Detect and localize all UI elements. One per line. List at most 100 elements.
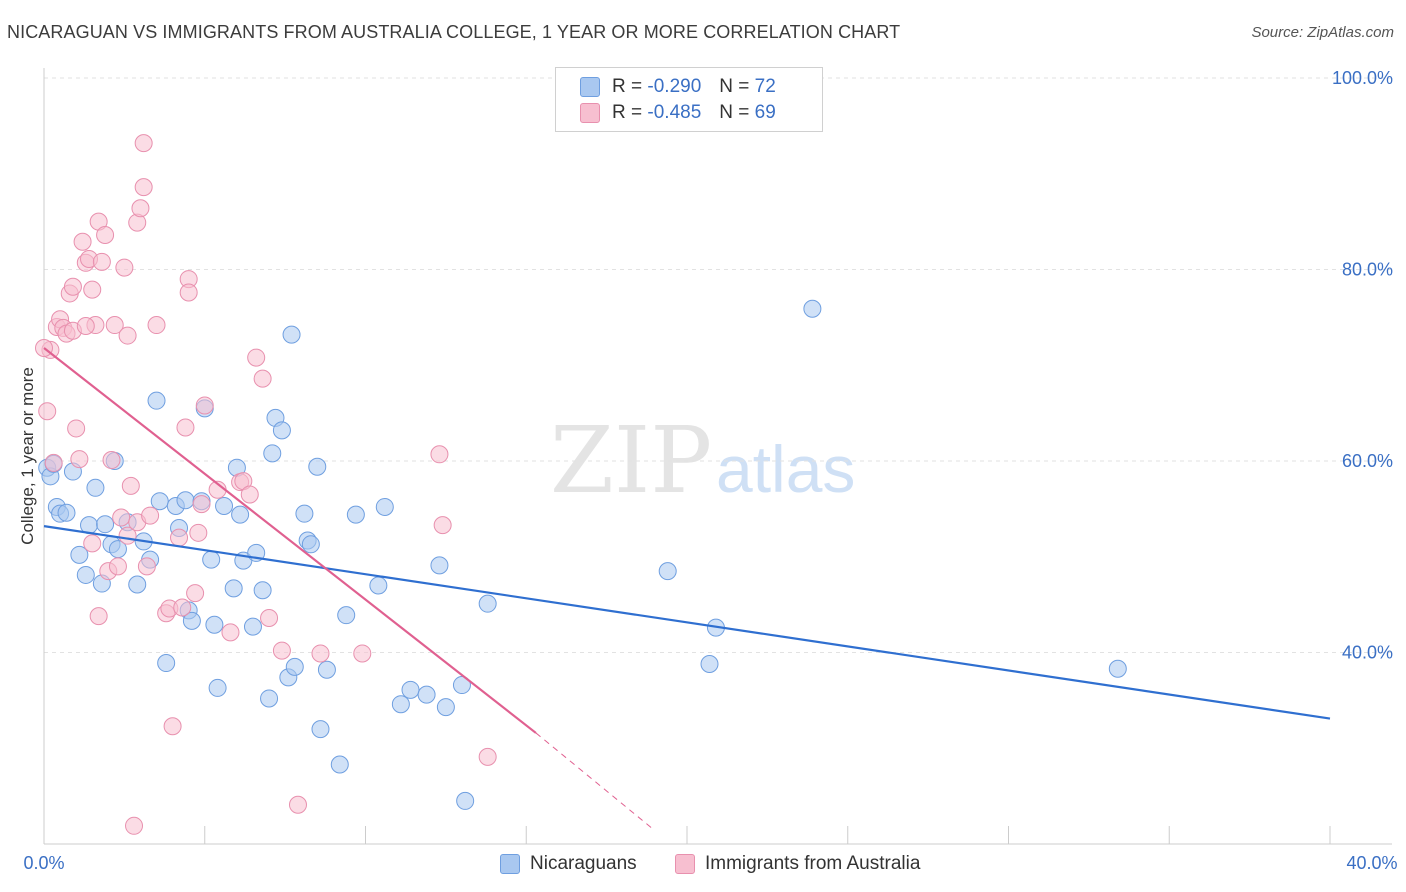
nicaraguan-point [301,535,320,554]
nicaraguan-point [260,689,279,708]
x-ticks [43,826,1331,844]
correlation-legend: R = -0.290 N = 72 R = -0.485 N = 69 [555,67,823,132]
australia-point [102,451,121,470]
series-label: Immigrants from Australia [705,853,921,874]
australia-point [170,528,189,547]
nicaraguan-point [202,550,221,569]
australia-point [121,476,140,495]
nicaraguan-point [452,676,471,695]
australia-point [189,523,208,542]
watermark-atlas: atlas [716,432,855,506]
australia-point [118,326,137,345]
nicaraguan-point [253,581,272,600]
australia-point [134,178,153,197]
nicaraguan-point [205,615,224,634]
nicaraguan-point [231,505,250,524]
series-legend-nicaraguans[interactable]: Nicaraguans [500,852,637,876]
australia-trend-line [43,347,537,734]
australia-point [192,495,211,514]
nicaraguan-point [57,503,76,522]
y-tick-labels: 40.0% 60.0% 80.0% 100.0% [1332,68,1393,663]
australia-point [147,316,166,335]
nicaraguan-point [150,492,169,511]
nicaraguan-point [700,654,719,673]
nicaraguan-point [456,791,475,810]
nicaraguan-point [272,421,291,440]
axes [43,68,1392,845]
legend-n-value: 72 [754,76,776,97]
nicaraguan-point [243,617,262,636]
trend-lines [43,347,1331,831]
australia-point [96,226,115,245]
australia-point [272,641,291,660]
legend-n-label: N = [719,102,750,123]
y-tick-label: 80.0% [1342,260,1393,280]
nicaraguan-point [176,491,195,510]
x-tick-label-min: 0.0% [23,853,64,873]
nicaraguan-point [658,562,677,581]
australia-point [63,277,82,296]
australia-point [108,557,127,576]
australia-point [240,485,259,504]
nicaraguan-point [295,504,314,523]
nicaraguan-point [208,678,227,697]
australia-point [478,747,497,766]
nicaraguan-point [369,576,388,595]
legend-swatch-blue [580,77,600,97]
australia-point [70,450,89,469]
nicaraguan-point [375,497,394,516]
nicaraguan-point [803,299,822,318]
legend-r-value: -0.290 [647,76,702,97]
australia-point [83,280,102,299]
australia-point [141,506,160,525]
nicaraguan-trend-line [43,525,1331,720]
australia-point [253,369,272,388]
australia-point [195,396,214,415]
nicaraguan-point [263,444,282,463]
australia-point [134,134,153,153]
australia-point [186,584,205,603]
nicaraguan-point [70,545,89,564]
australia-point [83,534,102,553]
australia-point [137,557,156,576]
series-swatch-pink [675,854,695,874]
nicaraguan-point [282,325,301,344]
y-tick-label: 40.0% [1342,643,1393,663]
series-label: Nicaraguans [530,853,637,874]
australia-point [163,717,182,736]
australia-trend-extension [535,732,656,831]
nicaraguan-point [436,698,455,717]
scatter-points [35,134,1127,835]
nicaraguan-point [391,695,410,714]
australia-point [430,445,449,464]
nicaraguan-point [128,575,147,594]
australia-point [89,607,108,626]
series-swatch-blue [500,854,520,874]
chart-title: NICARAGUAN VS IMMIGRANTS FROM AUSTRALIA … [7,22,901,42]
legend-row-australia: R = -0.485 N = 69 [580,101,776,125]
legend-r-label: R = [612,102,643,123]
nicaraguan-point [86,478,105,497]
legend-n-value: 69 [754,102,776,123]
nicaraguan-point [96,515,115,534]
nicaraguan-point [330,755,349,774]
nicaraguan-point [157,654,176,673]
australia-point [179,283,198,302]
nicaraguan-point [401,680,420,699]
series-legend-australia[interactable]: Immigrants from Australia [675,852,920,876]
australia-point [92,252,111,271]
australia-point [125,816,144,835]
nicaraguan-point [337,606,356,625]
australia-point [76,316,95,335]
nicaraguan-point [76,565,95,584]
nicaraguan-point [317,660,336,679]
australia-point [131,199,150,218]
australia-point [288,795,307,814]
australia-point [221,623,240,642]
source-label: Source: ZipAtlas.com [1251,24,1394,41]
nicaraguan-point [147,391,166,410]
australia-point [105,316,124,335]
legend-n-label: N = [719,76,750,97]
australia-point [433,516,452,535]
nicaraguan-point [1108,659,1127,678]
